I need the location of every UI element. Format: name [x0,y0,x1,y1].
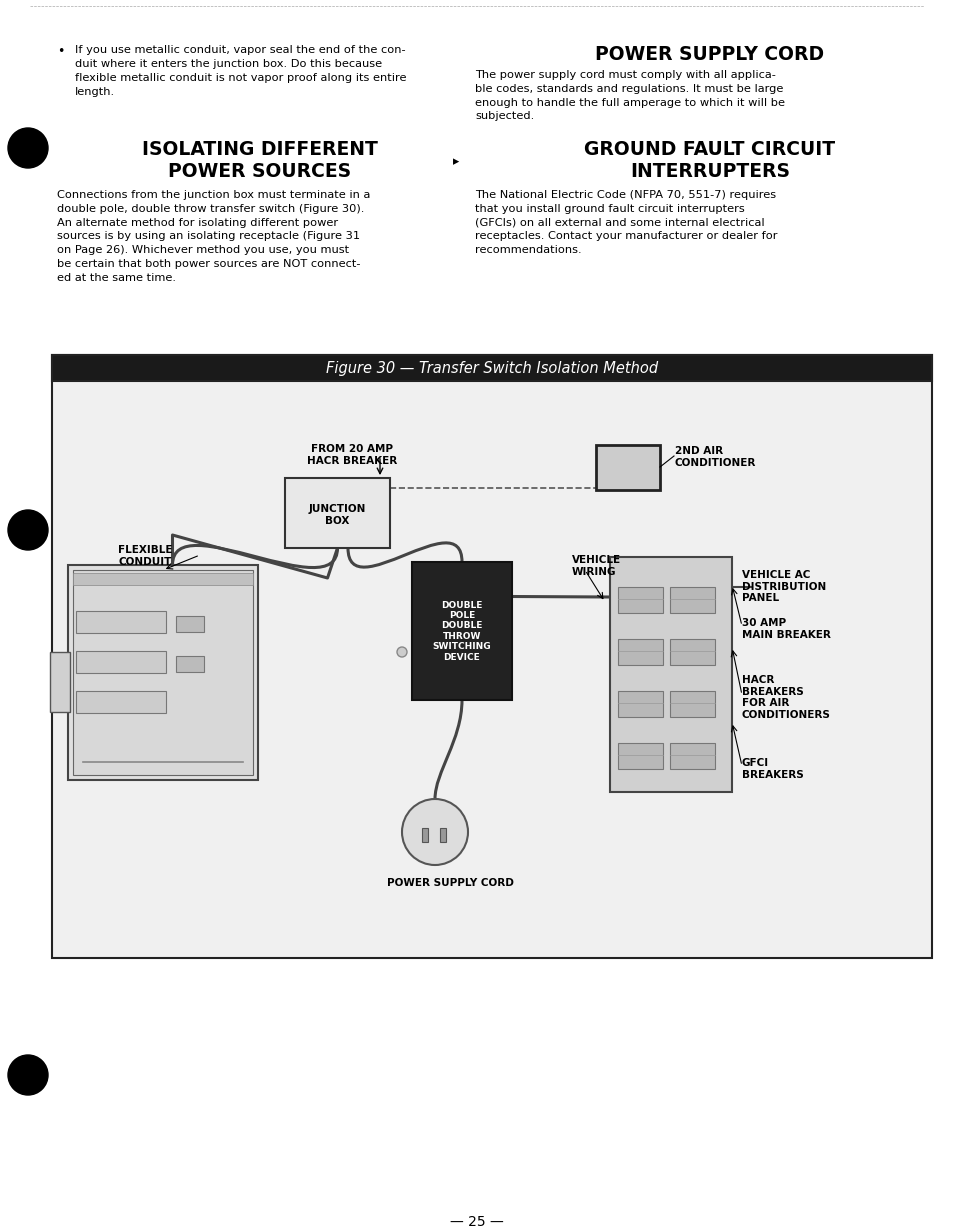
Text: An alternate method for isolating different power: An alternate method for isolating differ… [57,218,337,228]
Circle shape [8,510,48,550]
Text: JUNCTION
BOX: JUNCTION BOX [309,505,366,526]
Text: POWER SUPPLY CORD: POWER SUPPLY CORD [595,46,823,64]
Text: length.: length. [75,87,115,97]
Text: that you install ground fault circuit interrupters: that you install ground fault circuit in… [475,204,744,214]
Text: FLEXIBLE
CONDUIT: FLEXIBLE CONDUIT [117,545,172,566]
Bar [618,639,662,665]
Bar [618,587,662,613]
Circle shape [8,1055,48,1096]
Text: 2ND AIR
CONDITIONER: 2ND AIR CONDITIONER [675,446,756,468]
Bar [439,828,446,842]
Text: VEHICLE AC
DISTRIBUTION
PANEL: VEHICLE AC DISTRIBUTION PANEL [741,570,825,603]
Text: Connections from the junction box must terminate in a: Connections from the junction box must t… [57,190,370,199]
Text: •: • [57,46,64,58]
Text: GFCI
BREAKERS: GFCI BREAKERS [741,758,803,779]
Bar [76,611,166,633]
Bar [669,587,714,613]
Text: double pole, double throw transfer switch (Figure 30).: double pole, double throw transfer switc… [57,204,364,214]
Text: ed at the same time.: ed at the same time. [57,273,175,283]
Circle shape [401,799,468,865]
Text: FROM 20 AMP
HACR BREAKER: FROM 20 AMP HACR BREAKER [307,444,396,465]
Bar [52,355,931,382]
Bar [618,744,662,769]
Text: receptacles. Contact your manufacturer or dealer for: receptacles. Contact your manufacturer o… [475,231,777,241]
Text: The power supply cord must comply with all applica-: The power supply cord must comply with a… [475,70,775,80]
Text: recommendations.: recommendations. [475,245,581,255]
Text: duit where it enters the junction box. Do this because: duit where it enters the junction box. D… [75,59,382,69]
Text: ISOLATING DIFFERENT: ISOLATING DIFFERENT [142,140,377,159]
Bar [73,570,253,776]
Text: INTERRUPTERS: INTERRUPTERS [629,162,789,181]
Text: POWER SUPPLY CORD: POWER SUPPLY CORD [386,878,513,888]
Bar [596,444,659,490]
Text: subjected.: subjected. [475,111,534,122]
Bar [175,656,204,672]
Bar [50,652,70,712]
Bar [618,691,662,716]
Text: HACR
BREAKERS
FOR AIR
CONDITIONERS: HACR BREAKERS FOR AIR CONDITIONERS [741,675,830,720]
Bar [669,691,714,716]
Bar [421,828,428,842]
Text: Figure 30 — Transfer Switch Isolation Method: Figure 30 — Transfer Switch Isolation Me… [326,362,658,377]
Text: VEHICLE
WIRING: VEHICLE WIRING [572,555,620,576]
Text: sources is by using an isolating receptacle (Figure 31: sources is by using an isolating recepta… [57,231,359,241]
Text: be certain that both power sources are NOT connect-: be certain that both power sources are N… [57,259,360,270]
Text: The National Electric Code (NFPA 70, 551-7) requires: The National Electric Code (NFPA 70, 551… [475,190,776,199]
Text: enough to handle the full amperage to which it will be: enough to handle the full amperage to wh… [475,97,784,107]
Text: flexible metallic conduit is not vapor proof along its entire: flexible metallic conduit is not vapor p… [75,73,406,82]
Circle shape [396,648,407,657]
Text: 30 AMP
MAIN BREAKER: 30 AMP MAIN BREAKER [741,618,830,640]
Bar [285,478,390,548]
Text: POWER SOURCES: POWER SOURCES [169,162,352,181]
Text: on Page 26). Whichever method you use, you must: on Page 26). Whichever method you use, y… [57,245,349,255]
Text: If you use metallic conduit, vapor seal the end of the con-: If you use metallic conduit, vapor seal … [75,46,405,55]
Bar [175,616,204,632]
Bar [52,355,931,958]
Bar [669,639,714,665]
Text: GROUND FAULT CIRCUIT: GROUND FAULT CIRCUIT [584,140,835,159]
Text: ble codes, standards and regulations. It must be large: ble codes, standards and regulations. It… [475,84,782,94]
Bar [76,651,166,673]
Text: (GFCIs) on all external and some internal electrical: (GFCIs) on all external and some interna… [475,218,763,228]
Bar [76,691,166,713]
Circle shape [8,128,48,167]
Bar [669,744,714,769]
Bar [609,556,731,792]
Text: — 25 —: — 25 — [450,1215,503,1229]
Text: DOUBLE
POLE
DOUBLE
THROW
SWITCHING
DEVICE: DOUBLE POLE DOUBLE THROW SWITCHING DEVIC… [433,601,491,661]
Bar [73,572,253,585]
Bar [412,563,512,700]
Text: ▸: ▸ [453,155,458,167]
Bar [68,565,257,780]
